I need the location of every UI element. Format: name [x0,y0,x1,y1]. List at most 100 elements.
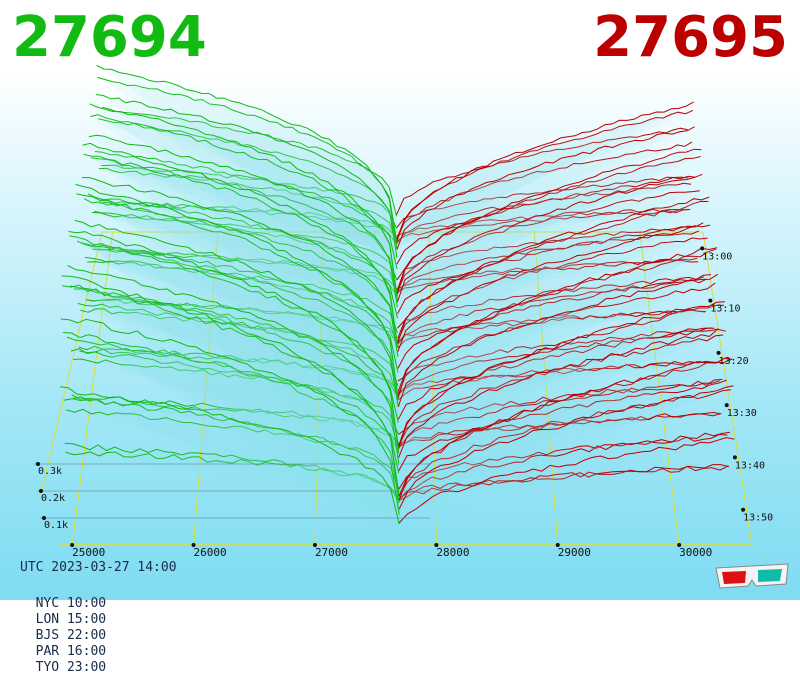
depth-surface-4 [63,332,731,522]
depth-surface-25 [79,349,713,401]
x-tick-mark-4 [555,543,560,547]
x-tick-label-5: 30000 [679,546,712,559]
depth-surface-35 [87,261,705,343]
depth-surface-18 [74,289,719,441]
depth-surface-6 [64,443,730,511]
box-left-edge [41,231,103,491]
x-tick-label-1: 26000 [194,546,227,559]
time-tick-mark-2 [716,350,721,355]
ask-curve-26 [397,327,712,382]
volume-tick-label-0: 0.1k [44,520,68,531]
ask-curve-32 [397,278,707,345]
ask-curve-27 [397,274,712,369]
time-tick-label-2: 13:20 [719,356,749,367]
depth-surface-10 [67,265,726,487]
depth-surface-42 [92,249,699,302]
bid-curve-3 [62,284,400,496]
bid-curve-25 [79,348,399,394]
depth-surface-14 [70,348,723,464]
x-tick-mark-0 [70,543,75,547]
bid-curve-22 [76,240,399,398]
depth-surface-37 [88,135,703,331]
depth-surface-12 [69,235,725,476]
ask-curve-47 [396,101,694,242]
depth-surface-23 [77,303,715,412]
x-tick-label-2: 27000 [315,546,348,559]
bid-curve-30 [83,153,399,347]
chart-front-layer: 25000 26000 27000 28000 29000 30000 0.1k 0.2k 0.… [34,246,773,559]
time-tick-label-5: 13:50 [743,513,773,524]
depth-surface-7 [65,451,729,505]
bid-curve-50 [98,167,398,244]
bid-price: 27694 [12,5,207,70]
depth-surface-48 [97,77,693,267]
x-tick-mark-5 [677,543,682,547]
ask-curve-36 [397,222,704,315]
x-tick-label-4: 29000 [558,546,591,559]
bid-curve-35 [87,260,398,333]
bid-curve-1 [60,318,400,515]
depth-surface-26 [80,308,712,395]
bid-curve-19 [74,219,399,407]
depth-surface-33 [85,298,706,354]
depth-surface-53 [101,165,689,238]
ask-curve-21 [397,248,717,392]
depth-surface-13 [70,285,724,470]
depth-surface-2 [61,275,733,534]
depth-surface-46 [95,94,695,279]
utc-time: UTC 2023-03-27 14:00 [20,560,177,575]
bid-curve-41 [91,212,398,296]
bid-curve-36 [87,193,398,319]
bid-curve-48 [97,76,398,243]
bid-curve-47 [96,65,398,250]
depth-surface-11 [68,231,725,482]
depth-surface-3 [62,285,732,528]
bid-curve-17 [73,358,399,435]
ask-curve-42 [396,259,699,293]
ask-curve-9 [398,379,727,472]
depth-surface-30 [83,154,709,372]
ask-curve-19 [397,273,719,407]
bid-curve-31 [83,198,399,345]
ask-curve-40 [396,190,700,292]
depth-surface-41 [91,212,699,308]
time-tick-mark-5 [741,507,746,512]
ask-curve-4 [398,389,731,497]
time-tick-label-0: 13:00 [702,251,732,262]
bid-curve-9 [66,336,400,474]
bid-curve-37 [88,134,398,308]
3d-glasses-icon[interactable] [712,560,792,592]
depth-surface-20 [75,184,718,430]
ask-curve-16 [398,413,721,444]
time-tick-mark-1 [708,298,713,303]
ask-curve-11 [398,301,725,449]
ask-curve-35 [397,276,705,329]
bid-curve-27 [80,242,399,373]
ask-curve-6 [398,464,730,501]
ask-curve-29 [397,196,710,344]
ask-curve-10 [398,328,726,458]
depth-surface-9 [67,337,727,493]
volume-tick-mark-1 [39,489,43,493]
bid-curve-6 [64,442,400,502]
chart-curves-layer [59,65,735,545]
ask-curve-33 [397,308,706,349]
zone-bjs: BJS 22:00 [35,628,107,643]
bid-curve-45 [94,151,398,270]
bid-curve-5 [63,396,400,504]
grid-line-5 [639,231,680,546]
ask-curve-53 [396,176,689,229]
ask-curve-1 [398,385,734,510]
bid-curve-29 [82,142,399,348]
ask-curve-44 [396,226,697,280]
x-tick-label-0: 25000 [72,546,105,559]
box-right-edge [702,231,753,546]
ask-curve-30 [397,200,709,339]
depth-surface-19 [74,220,718,435]
ask-curve-18 [397,328,719,420]
bid-curve-0 [59,386,400,525]
bid-curve-10 [67,265,400,463]
ask-curve-17 [398,380,720,435]
bid-curve-2 [61,275,400,503]
depth-surface-36 [88,194,704,337]
